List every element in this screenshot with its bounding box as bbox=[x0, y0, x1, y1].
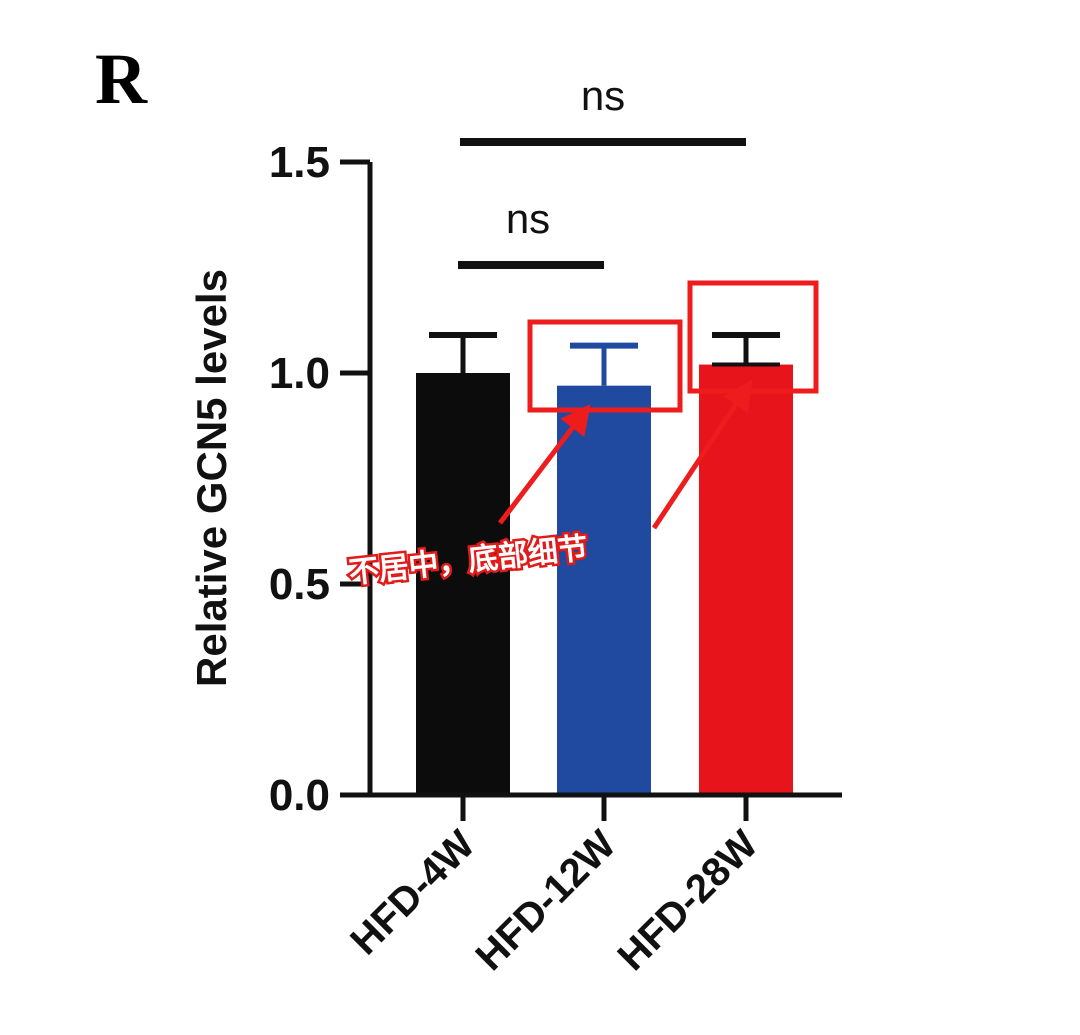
y-tick-label: 0.5 bbox=[269, 560, 330, 609]
bar-hfd-12w bbox=[557, 385, 651, 795]
y-tick-label: 1.0 bbox=[269, 349, 330, 398]
x-tick-label: HFD-4W bbox=[342, 822, 483, 963]
highlight-box-hfd-28w bbox=[687, 280, 819, 394]
bar-hfd-28w bbox=[699, 364, 793, 795]
y-tick-label: 0.0 bbox=[269, 771, 330, 820]
significance-label: ns bbox=[581, 72, 625, 119]
annotation-arrow-hfd-12w bbox=[498, 404, 591, 525]
significance-label: ns bbox=[506, 195, 550, 242]
y-axis-label: Relative GCN5 levels bbox=[188, 269, 235, 687]
annotation-arrow-hfd-28w bbox=[651, 379, 753, 530]
bar-hfd-4w bbox=[416, 373, 510, 795]
panel-label: R bbox=[95, 39, 148, 119]
y-tick-label: 1.5 bbox=[269, 138, 330, 187]
x-tick-label: HFD-28W bbox=[610, 822, 767, 979]
x-tick-label: HFD-12W bbox=[468, 822, 625, 979]
highlight-box-hfd-12w bbox=[527, 319, 683, 413]
